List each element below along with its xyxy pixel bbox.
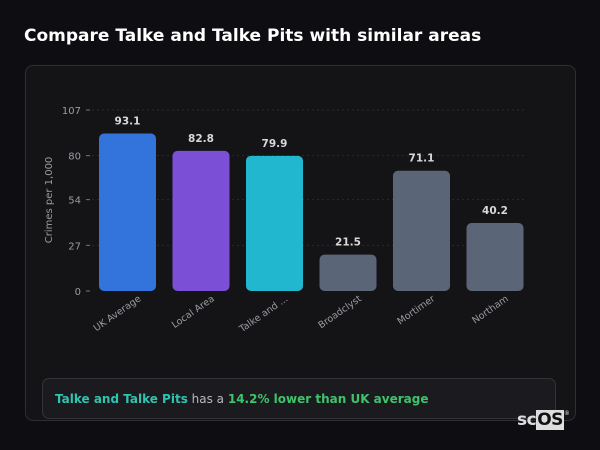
data-label: 71.1: [409, 153, 435, 165]
summary-box: Talke and Talke Pits has a 14.2% lower t…: [42, 378, 556, 419]
bar: [99, 133, 156, 291]
bar: [466, 222, 524, 291]
data-label: 82.8: [188, 133, 214, 145]
summary-text: has a: [187, 392, 228, 406]
data-label: 93.1: [115, 116, 141, 128]
y-tick-label: 27: [68, 241, 81, 252]
x-tick-label: Northam: [470, 293, 510, 326]
bar: [172, 150, 230, 291]
y-tick-label: 107: [62, 106, 81, 117]
bar: [319, 254, 377, 291]
data-label: 21.5: [335, 237, 361, 249]
bar: [393, 170, 450, 291]
x-tick-label: Talke and ...: [237, 293, 291, 335]
summary-area: Talke and Talke Pits: [55, 392, 188, 406]
page-title: Compare Talke and Talke Pits with simila…: [24, 26, 482, 46]
y-tick-label: 54: [68, 196, 81, 207]
data-label: 79.9: [262, 138, 288, 150]
x-tick-label: Broadclyst: [316, 293, 364, 331]
summary-comparison: 14.2% lower than UK average: [227, 392, 429, 406]
y-tick-label: 0: [75, 287, 81, 298]
x-tick-label: Mortimer: [395, 293, 437, 327]
y-axis-label: Crimes per 1,000: [44, 157, 55, 244]
bar: [246, 155, 303, 291]
data-label: 40.2: [482, 205, 508, 217]
x-tick-label: Local Area: [170, 293, 217, 330]
scos-logo: scOS®: [517, 410, 570, 430]
x-tick-label: UK Average: [92, 293, 144, 334]
y-tick-label: 80: [68, 152, 81, 163]
